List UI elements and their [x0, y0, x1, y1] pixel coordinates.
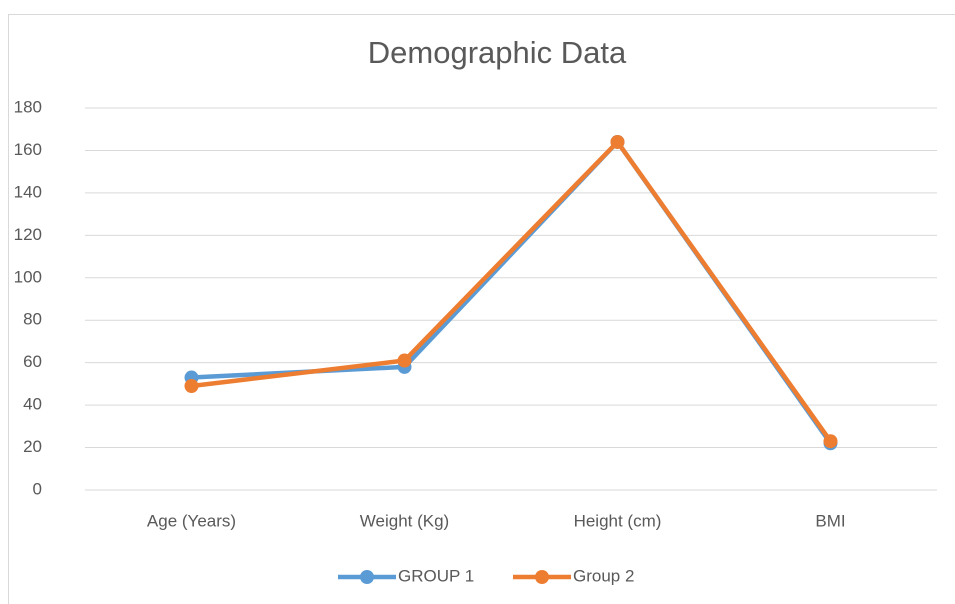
data-point — [184, 379, 199, 394]
y-tick-label: 160 — [14, 140, 42, 159]
y-tick-label: 140 — [14, 182, 42, 201]
y-tick-label: 60 — [23, 352, 42, 371]
y-tick-label: 0 — [33, 479, 42, 498]
x-tick-label: Height (cm) — [574, 511, 662, 530]
x-tick-label: Age (Years) — [147, 511, 236, 530]
legend-marker — [360, 570, 374, 584]
y-tick-label: 80 — [23, 310, 42, 329]
x-tick-label: BMI — [815, 511, 845, 530]
x-tick-label: Weight (Kg) — [360, 511, 449, 530]
data-point — [610, 134, 625, 149]
legend-marker — [535, 570, 549, 584]
chart-border — [8, 14, 955, 604]
series-line — [191, 139, 833, 443]
y-tick-label: 20 — [23, 437, 42, 456]
data-point — [823, 434, 838, 449]
data-point — [397, 353, 412, 368]
legend-label: Group 2 — [573, 566, 634, 585]
legend-label: GROUP 1 — [398, 566, 474, 585]
y-tick-label: 180 — [14, 97, 42, 116]
y-tick-label: 120 — [14, 225, 42, 244]
chart-title: Demographic Data — [368, 35, 627, 70]
y-tick-label: 40 — [23, 395, 42, 414]
y-tick-label: 100 — [14, 267, 42, 286]
